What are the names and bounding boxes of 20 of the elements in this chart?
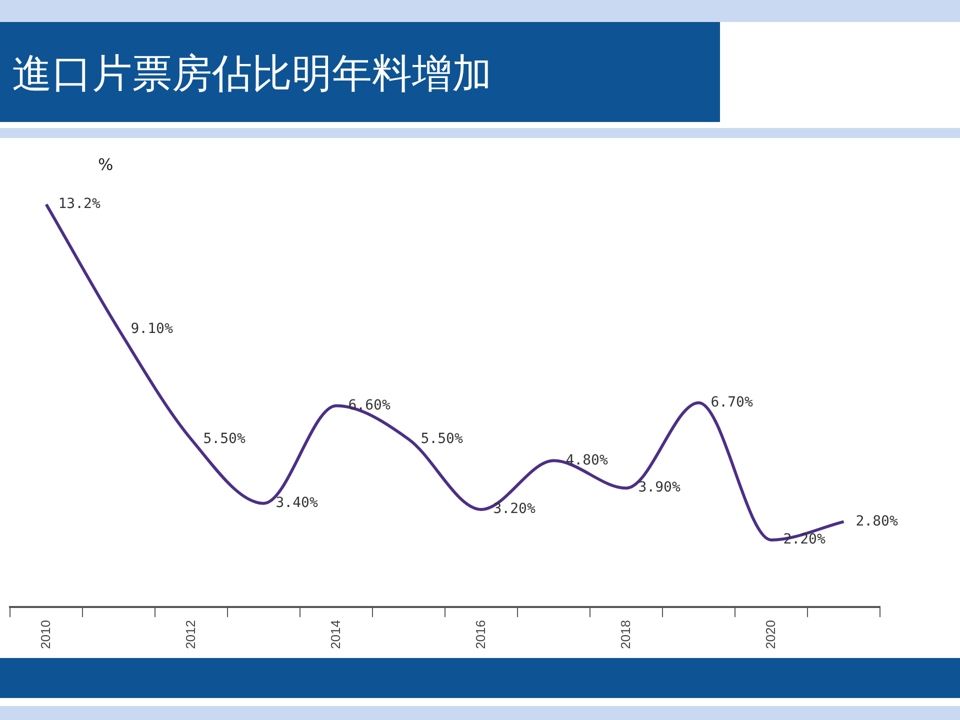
data-label: 3.90% <box>638 480 681 496</box>
data-label: 5.50% <box>420 430 464 447</box>
data-label: 13.2% <box>58 196 101 212</box>
chart-title: 進口片票房佔比明年料增加 <box>12 50 492 99</box>
text: % <box>98 155 114 174</box>
x-tick-label: 2014 <box>328 620 343 649</box>
data-label: 2.80% <box>856 513 898 530</box>
data-label: 2.20% <box>783 532 826 548</box>
x-tick-label: 2010 <box>38 620 53 649</box>
data-label: 3.40% <box>276 495 318 511</box>
data-label: 5.50% <box>203 430 246 447</box>
data-label: 6.70% <box>710 394 754 410</box>
data-label: 4.80% <box>566 452 608 468</box>
x-tick-label: 2016 <box>472 620 488 649</box>
x-tick-label: 2012 <box>182 620 198 649</box>
data-label: 3.20% <box>493 501 536 518</box>
data-label: 9.10% <box>130 321 174 338</box>
data-label: 6.60% <box>348 397 391 414</box>
x-tick-label: 2020 <box>762 620 778 649</box>
x-tick-label: 2018 <box>618 620 633 649</box>
